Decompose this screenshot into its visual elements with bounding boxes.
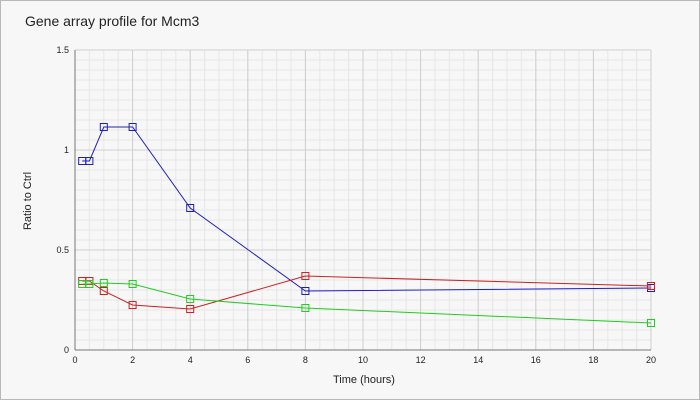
x-tick-label: 2 (130, 355, 135, 365)
data-point-marker (301, 287, 310, 295)
data-point-marker (186, 204, 195, 212)
x-tick-label: 8 (303, 355, 308, 365)
data-point-marker (85, 157, 94, 165)
x-axis-label: Time (hours) (333, 374, 395, 386)
x-tick-label: 14 (473, 355, 483, 365)
data-point-marker (647, 319, 655, 327)
x-tick-label: 0 (72, 355, 77, 365)
data-point-marker (128, 280, 137, 288)
y-tick-label: 1.5 (56, 45, 69, 55)
x-tick-label: 10 (358, 355, 368, 365)
x-tick-label: 18 (588, 355, 598, 365)
y-tick-label: 1 (64, 145, 69, 155)
data-point-marker (85, 280, 94, 288)
chart-title: Gene array profile for Mcm3 (25, 13, 200, 29)
data-point-marker (186, 295, 195, 303)
data-point-marker (647, 282, 655, 290)
data-point-marker (99, 287, 108, 295)
data-point-marker (99, 279, 108, 287)
data-point-marker (301, 304, 310, 312)
x-tick-label: 12 (416, 355, 426, 365)
x-tick-label: 16 (531, 355, 541, 365)
data-point-marker (186, 305, 195, 313)
x-tick-label: 6 (245, 355, 250, 365)
data-point-marker (128, 301, 137, 309)
x-tick-label: 4 (188, 355, 193, 365)
data-point-marker (99, 123, 108, 131)
data-point-marker (128, 123, 137, 131)
data-point-marker (301, 272, 310, 280)
y-tick-label: 0.5 (56, 245, 69, 255)
series-3 (78, 279, 655, 327)
series-line (82, 126, 652, 292)
series-line (82, 282, 652, 324)
x-tick-label: 20 (646, 355, 656, 365)
y-tick-label: 0 (64, 345, 69, 355)
